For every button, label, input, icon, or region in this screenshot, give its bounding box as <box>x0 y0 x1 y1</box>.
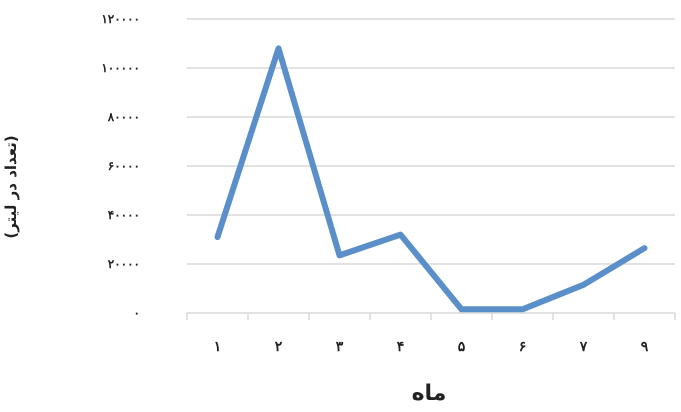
x-tick-label: ۹ <box>641 339 649 355</box>
x-tick-label: ۲ <box>275 339 283 355</box>
x-tick-label: ۷ <box>579 339 588 355</box>
y-tick-labels: ۰ ۲۰۰۰۰ ۴۰۰۰۰ ۶۰۰۰۰ ۸۰۰۰۰ ۱۰۰۰۰۰ ۱۲۰۰۰۰ <box>101 12 140 320</box>
x-tick-label: ۶ <box>519 339 527 355</box>
y-tick-label: ۴۰۰۰۰ <box>108 208 140 222</box>
series-line <box>214 45 648 313</box>
x-axis-label: ماه <box>412 381 447 406</box>
y-tick-label: ۶۰۰۰۰ <box>108 159 140 173</box>
x-axis <box>186 312 676 320</box>
x-tick-label: ۴ <box>397 339 405 355</box>
x-tick-labels: ۱ ۲ ۳ ۴ ۵ ۶ ۷ ۹ <box>214 339 649 355</box>
y-tick-label: ۱۰۰۰۰۰ <box>101 61 140 75</box>
x-tick-label: ۳ <box>336 339 344 355</box>
y-tick-label: ۲۰۰۰۰ <box>108 257 140 271</box>
y-axis-label: (تعداد در لیتر) <box>2 135 20 238</box>
x-tick-label: ۵ <box>458 339 466 355</box>
y-tick-label: ۸۰۰۰۰ <box>107 110 140 124</box>
gridlines <box>187 18 675 265</box>
x-tick-label: ۱ <box>214 339 222 355</box>
y-tick-label: ۱۲۰۰۰۰ <box>101 12 140 26</box>
y-tick-label: ۰ <box>134 306 140 320</box>
